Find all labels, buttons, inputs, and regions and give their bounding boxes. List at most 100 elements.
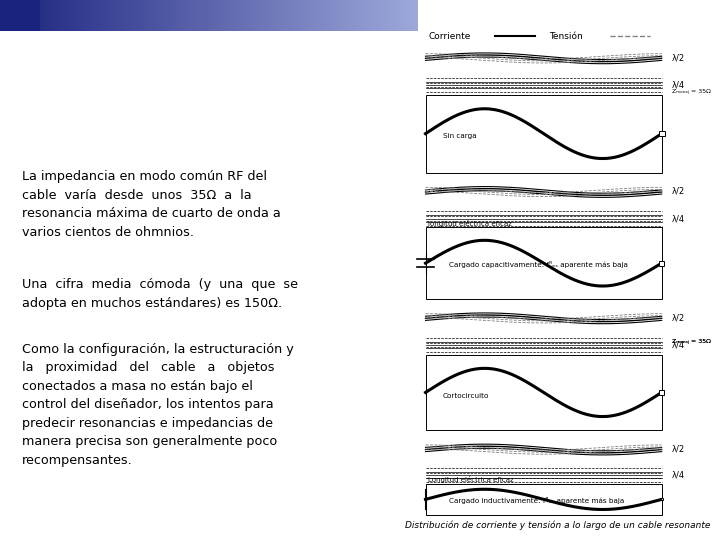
Bar — [66, 0, 70, 31]
Bar — [212, 0, 216, 31]
Bar — [282, 0, 285, 31]
Bar — [268, 0, 271, 31]
Bar — [10, 0, 14, 31]
Bar — [184, 0, 188, 31]
Bar — [14, 0, 17, 31]
Bar — [143, 0, 146, 31]
Bar — [355, 0, 359, 31]
Bar — [410, 0, 414, 31]
Bar — [362, 0, 365, 31]
Bar — [240, 0, 243, 31]
Text: Como la configuración, la estructuración y
la   proximidad   del   cable   a   o: Como la configuración, la estructuración… — [22, 343, 293, 467]
Text: Zₘₒₑₐⱼ = 35Ω: Zₘₒₑₐⱼ = 35Ω — [672, 89, 711, 94]
Bar — [42, 0, 45, 31]
Bar — [426, 227, 662, 299]
Bar — [163, 0, 167, 31]
Bar — [49, 0, 52, 31]
Text: λ/2: λ/2 — [672, 187, 685, 195]
Bar — [135, 0, 139, 31]
Bar — [4, 0, 7, 31]
Bar — [28, 0, 32, 31]
Bar — [21, 0, 24, 31]
Bar — [344, 0, 348, 31]
Bar — [7, 0, 10, 31]
Bar — [351, 0, 355, 31]
Bar — [94, 0, 97, 31]
Bar — [198, 0, 202, 31]
Bar — [292, 0, 296, 31]
Bar — [146, 0, 150, 31]
Bar — [24, 0, 28, 31]
Bar — [171, 0, 174, 31]
Bar — [302, 0, 306, 31]
Text: Longitud eléctrica eficaz: Longitud eléctrica eficaz — [428, 476, 514, 483]
Bar — [359, 0, 362, 31]
Bar — [324, 0, 327, 31]
Text: λ/2: λ/2 — [672, 444, 685, 453]
Bar — [91, 0, 94, 31]
Bar — [426, 95, 662, 173]
Text: longitud eléctrica eficaz: longitud eléctrica eficaz — [428, 220, 512, 227]
Text: Tensión: Tensión — [549, 32, 583, 41]
Bar — [334, 0, 338, 31]
Text: Zₘₒₑₐⱼ = 35Ω: Zₘₒₑₐⱼ = 35Ω — [672, 339, 711, 344]
Text: Cargado inductivamente: fᴿₑₛ aparente más baja: Cargado inductivamente: fᴿₑₛ aparente má… — [449, 497, 624, 504]
Bar — [160, 0, 163, 31]
Bar — [306, 0, 310, 31]
Bar — [426, 484, 662, 515]
Bar — [400, 0, 404, 31]
Text: λ/2: λ/2 — [672, 53, 685, 62]
Bar — [275, 0, 279, 31]
Bar — [192, 0, 195, 31]
Text: Sin carga: Sin carga — [443, 133, 477, 139]
Bar — [101, 0, 104, 31]
Text: λ/2: λ/2 — [672, 313, 685, 322]
Bar — [386, 0, 390, 31]
Text: Corriente: Corriente — [428, 32, 471, 41]
Bar — [426, 355, 662, 430]
Bar — [209, 0, 212, 31]
Bar — [330, 0, 334, 31]
Bar — [338, 0, 341, 31]
Bar — [174, 0, 177, 31]
Bar — [313, 0, 317, 31]
Text: Distribución de corriente y tensión a lo largo de un cable resonante: Distribución de corriente y tensión a lo… — [405, 521, 711, 530]
Bar — [369, 0, 372, 31]
Text: λ/4: λ/4 — [672, 471, 685, 480]
Bar — [659, 390, 665, 395]
Bar — [220, 0, 222, 31]
Bar — [408, 0, 410, 31]
Bar — [76, 0, 80, 31]
Text: Zₘₒₑₐⱼ = 35Ω: Zₘₒₑₐⱼ = 35Ω — [672, 339, 711, 344]
Bar — [230, 0, 233, 31]
Bar — [317, 0, 320, 31]
Bar — [226, 0, 230, 31]
Bar — [63, 0, 66, 31]
Bar — [35, 0, 38, 31]
Bar — [659, 261, 665, 266]
Bar — [247, 0, 251, 31]
Bar — [348, 0, 351, 31]
Bar — [285, 0, 289, 31]
Bar — [32, 0, 35, 31]
Bar — [251, 0, 254, 31]
Text: Una  cifra  media  cómoda  (y  una  que  se
adopta en muchos estándares) es 150Ω: Una cifra media cómoda (y una que se ado… — [22, 278, 297, 309]
Bar — [279, 0, 282, 31]
Bar — [59, 0, 63, 31]
Bar — [84, 0, 87, 31]
Bar — [118, 0, 122, 31]
Bar — [327, 0, 330, 31]
Bar — [52, 0, 55, 31]
Bar — [177, 0, 181, 31]
Bar — [73, 0, 76, 31]
Bar — [0, 0, 4, 31]
Text: λ/4: λ/4 — [672, 214, 685, 223]
Bar — [310, 0, 313, 31]
Bar — [156, 0, 160, 31]
Text: λ/4: λ/4 — [672, 80, 685, 90]
Bar — [139, 0, 143, 31]
Bar — [320, 0, 323, 31]
Bar — [237, 0, 240, 31]
Bar — [376, 0, 379, 31]
Bar — [195, 0, 199, 31]
